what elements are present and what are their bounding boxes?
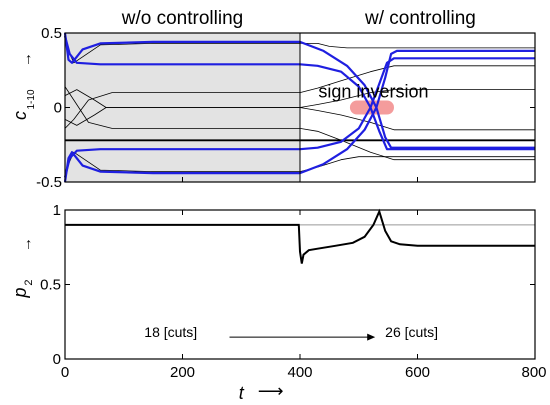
- top-series-line-4: [63, 57, 535, 178]
- bottom-x-tick-label-3: 600: [405, 364, 430, 381]
- top-series-line-1: [63, 32, 535, 149]
- top-series-line-2: [63, 35, 535, 151]
- bottom-x-tick-label-2: 400: [287, 364, 312, 381]
- sign-inversion-label: sign inversion: [318, 82, 428, 102]
- cuts-before-label: 18 [cuts]: [144, 324, 197, 340]
- bottom-y-axis-label: p 2 →: [10, 237, 35, 299]
- bottom-y-label-subscript: 2: [23, 279, 35, 285]
- bottom-y-label-arrow: →: [18, 237, 35, 252]
- top-panel: -0.500.5 w/o controlling w/ controlling …: [10, 8, 536, 191]
- bottom-panel: 0 0.5 1 0 200 400 600 800 18 [cuts] 26 [cuts] p…: [10, 202, 547, 403]
- bottom-ticks: 0 0.5 1 0 200 400 600 800: [40, 202, 546, 381]
- bottom-y-tick-label-1: 0.5: [40, 277, 61, 294]
- top-y-tick-label-0: -0.5: [36, 174, 62, 191]
- header-without-controlling: w/o controlling: [121, 8, 243, 29]
- bottom-y-label-symbol: p: [10, 287, 30, 298]
- top-y-label-symbol: c: [10, 111, 30, 120]
- top-y-tick-label-1: 0: [54, 100, 62, 117]
- sign-inversion-highlight: [349, 100, 394, 115]
- p2-series-line: [65, 208, 535, 264]
- cuts-transition-arrowhead: [367, 333, 376, 341]
- top-y-label-subscript: 1-10: [26, 89, 37, 109]
- bottom-x-tick-label-4: 800: [521, 364, 546, 381]
- top-y-ticks: -0.5 0 0.5: [36, 25, 535, 191]
- top-y-tick-label-2: 0.5: [41, 25, 62, 42]
- cuts-after-label: 26 [cuts]: [385, 324, 438, 340]
- x-axis-label: t: [239, 383, 245, 403]
- header-with-controlling: w/ controlling: [364, 8, 476, 29]
- top-series-line-10: [64, 65, 535, 129]
- x-axis-label-arrow: ⟶: [258, 381, 284, 401]
- top-y-label-arrow: →: [18, 52, 35, 67]
- bottom-x-tick-label-0: 0: [61, 364, 69, 381]
- top-y-axis-label: c 1-10 →: [10, 52, 37, 120]
- top-series-line-9: [64, 86, 535, 161]
- bottom-x-tick-label-1: 200: [170, 364, 195, 381]
- bottom-y-tick-label-0: 0: [53, 351, 61, 368]
- bottom-y-tick-label-2: 1: [53, 202, 61, 219]
